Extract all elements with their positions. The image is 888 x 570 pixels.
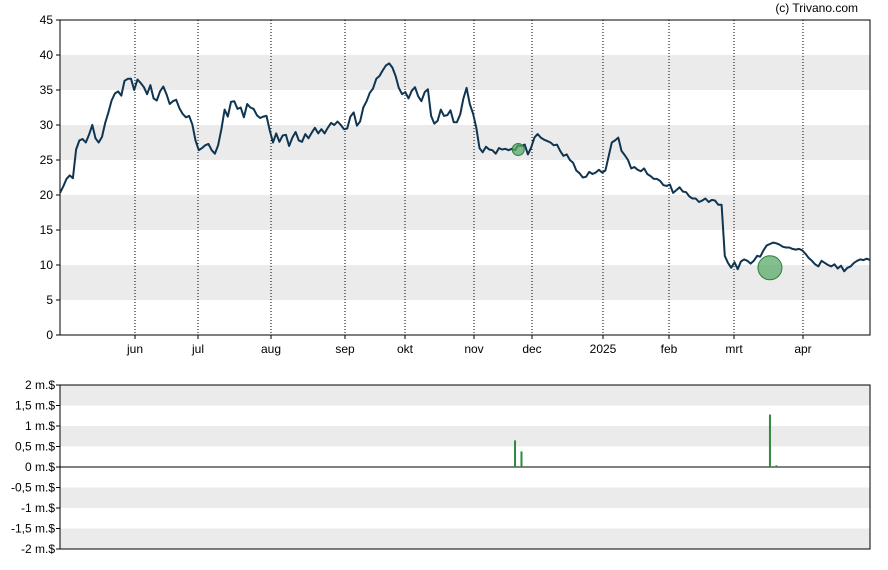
x-tick-label: 2025 [590,342,617,356]
price-x-axis: jun jul aug sep okt nov dec 2025 feb mrt apr [126,335,812,356]
volume-bands [60,385,870,549]
volume-y-tick-label: 1,5 m.$ [15,399,55,413]
price-markers [511,143,783,281]
volume-bar [520,451,523,467]
transaction-marker-mrt [757,255,783,281]
price-band-1 [60,195,870,230]
volume-y-tick-label: 0,5 m.$ [15,440,55,454]
volume-band-0 [60,385,870,406]
price-line [59,62,871,273]
price-band-3 [60,55,870,90]
volume-band-2 [60,487,870,508]
volume-band-1 [60,426,870,447]
transaction-marker-nov [511,143,525,156]
volume-bar [768,414,771,467]
x-tick-label: feb [661,342,678,356]
price-band-2 [60,125,870,160]
volume-bar [514,440,517,467]
y-tick-label: 5 [46,293,53,307]
x-tick-label: aug [261,342,281,356]
x-tick-label: jul [191,342,204,356]
volume-y-tick-label: -0,5 m.$ [11,481,55,495]
volume-bar [775,465,778,467]
x-tick-label: mrt [725,342,743,356]
price-plot-border [59,19,871,336]
volume-y-tick-label: 2 m.$ [25,378,55,392]
x-tick-label: okt [397,342,414,356]
volume-y-tick-label: -2 m.$ [21,542,55,556]
volume-frame [59,384,871,550]
x-tick-label: nov [464,342,483,356]
y-tick-label: 20 [40,188,54,202]
y-tick-label: 10 [40,258,54,272]
volume-y-tick-label: 1 m.$ [25,419,55,433]
price-frame [59,19,871,336]
price-bands [60,55,870,300]
x-tick-label: dec [522,342,541,356]
y-tick-label: 0 [46,328,53,342]
price-y-axis: 0 5 10 15 20 25 30 35 40 45 [40,13,60,342]
y-tick-label: 15 [40,223,54,237]
volume-band-3 [60,528,870,549]
volume-y-axis: 2 m.$ 1,5 m.$ 1 m.$ 0,5 m.$ 0 m.$ -0,5 m.$ -1 … [11,378,60,556]
x-tick-label: sep [335,342,355,356]
volume-y-tick-label: 0 m.$ [25,460,55,474]
y-tick-label: 30 [40,118,54,132]
volume-y-tick-label: -1,5 m.$ [11,522,55,536]
price-band-0 [60,265,870,300]
x-tick-label: jun [126,342,143,356]
price-series [59,62,871,273]
credit-label: (c) Trivano.com [775,1,858,15]
y-tick-label: 40 [40,48,54,62]
y-tick-label: 35 [40,83,54,97]
volume-y-tick-label: -1 m.$ [21,501,55,515]
y-tick-label: 45 [40,13,54,27]
y-tick-label: 25 [40,153,54,167]
x-tick-label: apr [794,342,811,356]
volume-bars [514,414,778,467]
